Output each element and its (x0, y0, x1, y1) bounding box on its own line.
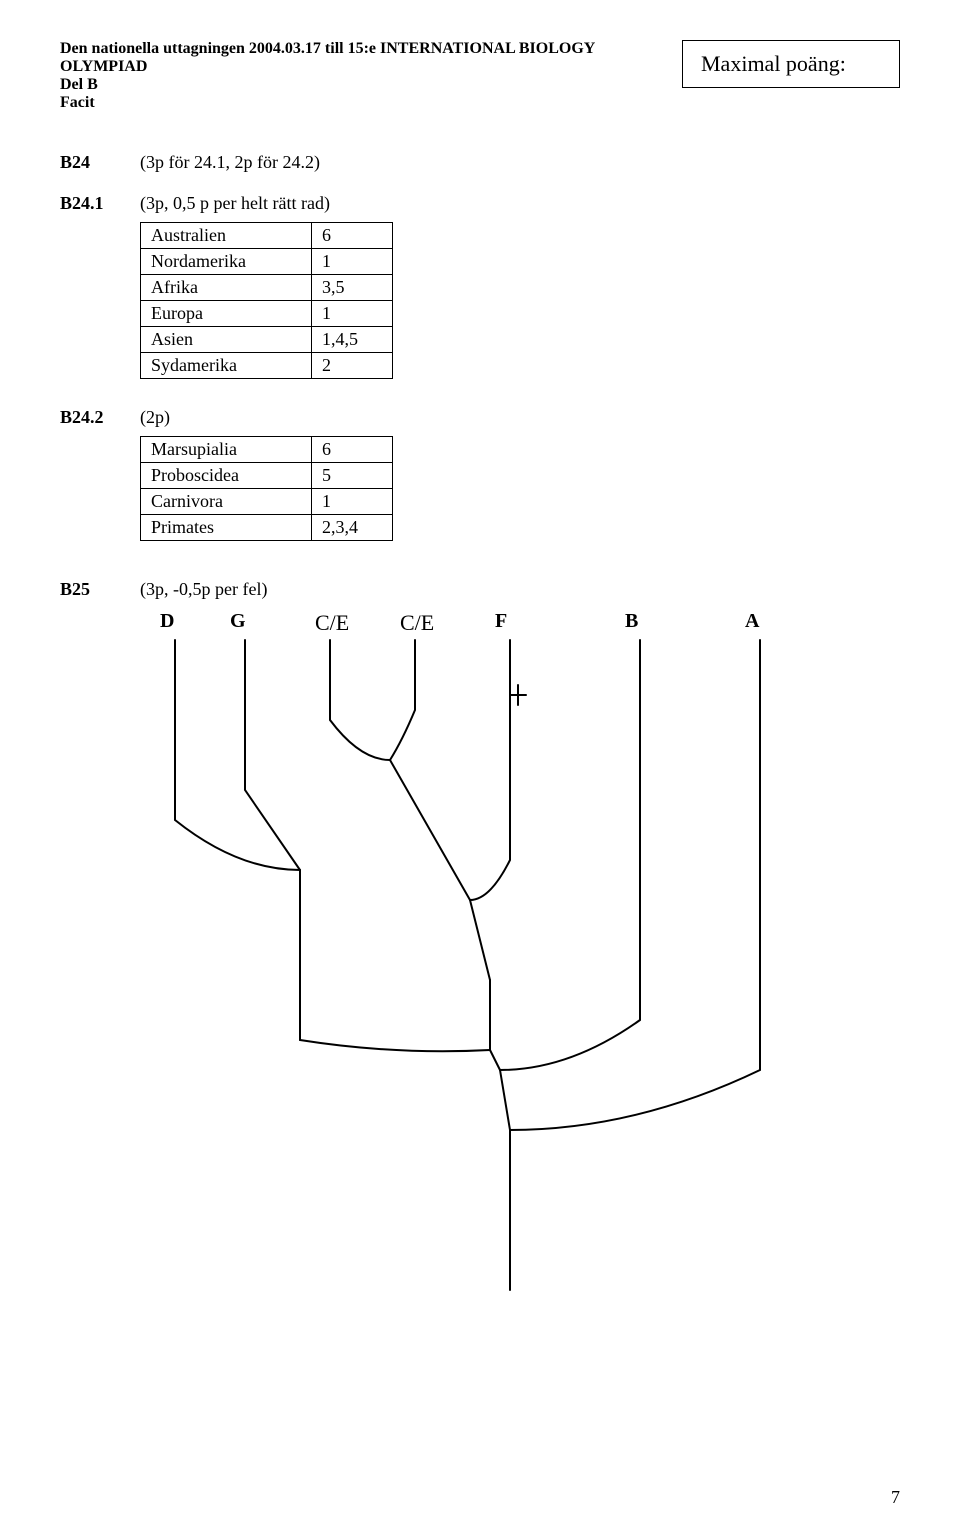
table-row: Australien6 (141, 223, 393, 249)
tree-tip-label: B (625, 610, 638, 633)
table-cell: Carnivora (141, 489, 312, 515)
section-label-b24-1: B24.1 (60, 193, 140, 387)
header-line3: Facit (60, 94, 95, 111)
header-left: Den nationella uttagningen 2004.03.17 ti… (60, 40, 682, 112)
table-cell: 2 (312, 353, 393, 379)
table-cell: 5 (312, 463, 393, 489)
section-b25: B25 (3p, -0,5p per fel) (60, 579, 900, 600)
table-cell: Asien (141, 327, 312, 353)
table-cell: Nordamerika (141, 249, 312, 275)
tree-tip-label: A (745, 610, 759, 633)
section-label-b24-2: B24.2 (60, 407, 140, 549)
table-cell: 6 (312, 223, 393, 249)
header-line2: Del B (60, 76, 98, 93)
section-text-b24-2: (2p) (140, 407, 900, 428)
section-text-b25: (3p, -0,5p per fel) (140, 579, 900, 600)
header-line1-a: Den nationella uttagningen 2004.03.17 ti… (60, 40, 380, 57)
table-cell: 6 (312, 437, 393, 463)
tree-tip-label: F (495, 610, 507, 633)
section-b24-2: B24.2 (2p) Marsupialia6Proboscidea5Carni… (60, 407, 900, 549)
section-b24: B24 (3p för 24.1, 2p för 24.2) (60, 152, 900, 173)
phylogenetic-tree: D G C/E C/E F B A (140, 610, 810, 1310)
section-b24-1: B24.1 (3p, 0,5 p per helt rätt rad) Aust… (60, 193, 900, 387)
table-cell: 2,3,4 (312, 515, 393, 541)
table-row: Marsupialia6 (141, 437, 393, 463)
tree-tip-label: D (160, 610, 174, 633)
tree-tip-label: C/E (315, 610, 349, 636)
table-row: Sydamerika2 (141, 353, 393, 379)
tree-diagram (140, 610, 810, 1310)
table-cell: Primates (141, 515, 312, 541)
table-cell: 1,4,5 (312, 327, 393, 353)
section-body-b24: (3p för 24.1, 2p för 24.2) (140, 152, 900, 173)
max-score-box: Maximal poäng: (682, 40, 900, 88)
table-row: Asien1,4,5 (141, 327, 393, 353)
table-cell: 1 (312, 301, 393, 327)
page-number: 7 (891, 1487, 900, 1508)
table-cell: Proboscidea (141, 463, 312, 489)
table-row: Afrika3,5 (141, 275, 393, 301)
table-row: Carnivora1 (141, 489, 393, 515)
tree-tip-label: C/E (400, 610, 434, 636)
table-cell: Australien (141, 223, 312, 249)
table-cell: Sydamerika (141, 353, 312, 379)
table-row: Europa1 (141, 301, 393, 327)
table-row: Proboscidea5 (141, 463, 393, 489)
max-score-label: Maximal poäng: (701, 51, 846, 76)
table-cell: Europa (141, 301, 312, 327)
table-cell: Afrika (141, 275, 312, 301)
section-label-b25: B25 (60, 579, 140, 600)
table-row: Nordamerika1 (141, 249, 393, 275)
table-b24-1: Australien6Nordamerika1Afrika3,5Europa1A… (140, 222, 393, 379)
table-cell: 1 (312, 489, 393, 515)
table-cell: 1 (312, 249, 393, 275)
page-header: Den nationella uttagningen 2004.03.17 ti… (60, 40, 900, 112)
table-row: Primates2,3,4 (141, 515, 393, 541)
table-cell: Marsupialia (141, 437, 312, 463)
tree-tip-label: G (230, 610, 246, 633)
table-b24-2: Marsupialia6Proboscidea5Carnivora1Primat… (140, 436, 393, 541)
section-text-b24-1: (3p, 0,5 p per helt rätt rad) (140, 193, 900, 214)
table-cell: 3,5 (312, 275, 393, 301)
section-label-b24: B24 (60, 152, 140, 173)
